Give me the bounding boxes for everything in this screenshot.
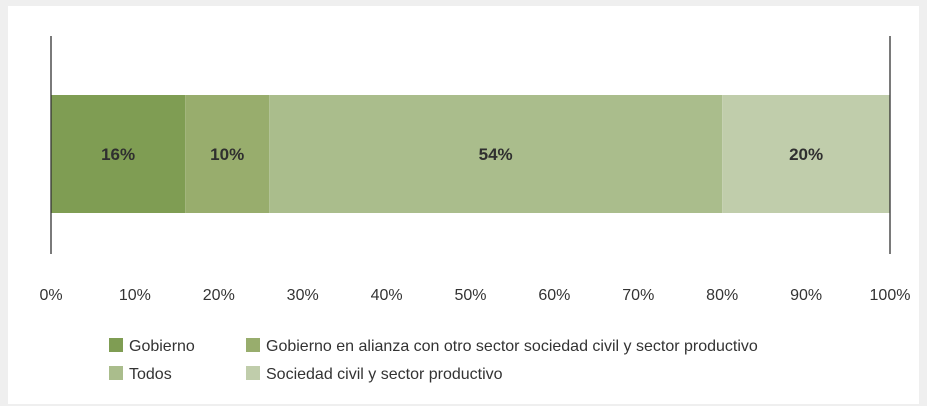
x-tick-labels: 0% 10% 20% 30% 40% 50% 60% 70% 80% 90% 100% xyxy=(39,287,910,304)
axis-lines xyxy=(50,36,891,254)
bar-data-labels: 16% 10% 54% 20% xyxy=(101,145,823,164)
x-tick-label-70pct: 70% xyxy=(622,287,654,304)
x-tick-label-100pct: 100% xyxy=(870,287,911,304)
legend-label-2: Gobierno en alianza con otro sector soci… xyxy=(266,338,758,355)
x-tick-label-30pct: 30% xyxy=(287,287,319,304)
x-tick-label-90pct: 90% xyxy=(790,287,822,304)
legend-label-1: Gobierno xyxy=(129,338,195,355)
legend-swatch-4 xyxy=(246,366,260,380)
bar-segment-4 xyxy=(722,95,890,213)
chart-panel: 16% 10% 54% 20% 0% 10% 20% 30% 40% 50% 60% 70% 80% 9… xyxy=(8,6,919,404)
data-label-2: 10% xyxy=(210,145,244,164)
bar-segment-3 xyxy=(269,95,723,213)
x-tick-label-40pct: 40% xyxy=(371,287,403,304)
bar-segment-1 xyxy=(51,95,186,213)
x-tick-label-60pct: 60% xyxy=(538,287,570,304)
bar-segments xyxy=(51,95,890,213)
data-label-4: 20% xyxy=(789,145,823,164)
x-tick-label-10pct: 10% xyxy=(119,287,151,304)
legend-swatch-2 xyxy=(246,338,260,352)
x-tick-label-50pct: 50% xyxy=(454,287,486,304)
stacked-bar-chart: 16% 10% 54% 20% 0% 10% 20% 30% 40% 50% 60% 70% 80% 9… xyxy=(39,36,910,383)
bar-segment-2 xyxy=(185,95,270,213)
legend: Gobierno Gobierno en alianza con otro sec… xyxy=(109,338,758,383)
data-label-1: 16% xyxy=(101,145,135,164)
legend-swatch-3 xyxy=(109,366,123,380)
x-tick-label-20pct: 20% xyxy=(203,287,235,304)
legend-label-4: Sociedad civil y sector productivo xyxy=(266,366,503,383)
x-tick-label-0pct: 0% xyxy=(39,287,62,304)
x-tick-label-80pct: 80% xyxy=(706,287,738,304)
data-label-3: 54% xyxy=(479,145,513,164)
legend-label-3: Todos xyxy=(129,366,172,383)
legend-swatch-1 xyxy=(109,338,123,352)
